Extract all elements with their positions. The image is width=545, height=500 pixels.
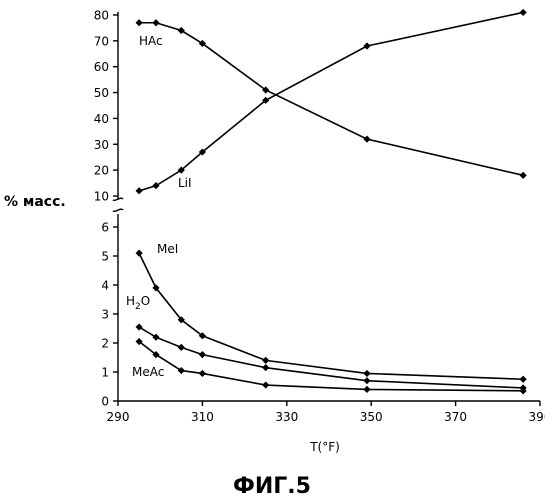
- data-point-lower-2: [262, 381, 269, 388]
- data-point-lower-1: [136, 323, 143, 330]
- data-point-lower-1: [152, 334, 159, 341]
- series-line-lower-0: [139, 253, 523, 379]
- x-axis-label: T(°F): [309, 440, 340, 454]
- x-tick-label: 330: [275, 410, 298, 424]
- y-tick-label-upper: 60: [94, 60, 109, 74]
- data-point-upper-1: [152, 182, 159, 189]
- x-tick-label: 390: [529, 410, 545, 424]
- y-tick-label-upper: 10: [94, 190, 109, 204]
- data-point-lower-1: [199, 351, 206, 358]
- series-line-lower-1: [139, 327, 523, 388]
- y-tick-label-upper: 30: [94, 138, 109, 152]
- axis-break-mark: [113, 198, 123, 211]
- x-tick-label: 310: [191, 410, 214, 424]
- data-point-upper-0: [152, 19, 159, 26]
- series-label-lower-0: MeI: [157, 242, 178, 256]
- data-point-upper-0: [363, 136, 370, 143]
- y-tick-label-lower: 6: [101, 221, 109, 235]
- data-point-upper-1: [520, 9, 527, 16]
- y-tick-label-upper: 80: [94, 9, 109, 23]
- y-tick-label-lower: 5: [101, 250, 109, 264]
- y-tick-label-lower: 0: [101, 395, 109, 409]
- data-point-upper-1: [136, 187, 143, 194]
- data-point-lower-2: [363, 386, 370, 393]
- data-point-lower-0: [363, 370, 370, 377]
- data-point-upper-0: [178, 27, 185, 34]
- y-tick-label-lower: 1: [101, 366, 109, 380]
- y-tick-label-upper: 50: [94, 86, 109, 100]
- series-line-lower-2: [139, 342, 523, 391]
- series-label-lower-1: H2O: [126, 294, 150, 312]
- y-tick-label-upper: 20: [94, 164, 109, 178]
- figure-caption: ФИГ.5: [233, 474, 311, 499]
- data-point-lower-0: [262, 357, 269, 364]
- data-point-lower-1: [363, 377, 370, 384]
- data-point-lower-0: [520, 376, 527, 383]
- data-point-lower-2: [199, 370, 206, 377]
- data-point-upper-0: [520, 172, 527, 179]
- data-point-lower-0: [136, 250, 143, 257]
- y-tick-label-lower: 3: [101, 308, 109, 322]
- data-point-lower-1: [262, 364, 269, 371]
- series-label-upper-1: LiI: [178, 176, 192, 190]
- data-point-upper-1: [363, 42, 370, 49]
- series-layer: [136, 9, 527, 395]
- y-tick-label-lower: 4: [101, 279, 109, 293]
- x-tick-label: 290: [107, 410, 130, 424]
- y-tick-label-upper: 40: [94, 112, 109, 126]
- series-label-lower-2: MeAc: [132, 365, 164, 379]
- y-tick-label-lower: 2: [101, 337, 109, 351]
- data-point-upper-0: [136, 19, 143, 26]
- x-tick-label: 370: [444, 410, 467, 424]
- y-tick-label-upper: 70: [94, 34, 109, 48]
- series-line-upper-0: [139, 23, 523, 176]
- y-axis-label: % масс.: [4, 194, 66, 210]
- series-label-upper-0: HAc: [139, 34, 163, 48]
- data-point-lower-1: [178, 344, 185, 351]
- x-tick-label: 350: [360, 410, 383, 424]
